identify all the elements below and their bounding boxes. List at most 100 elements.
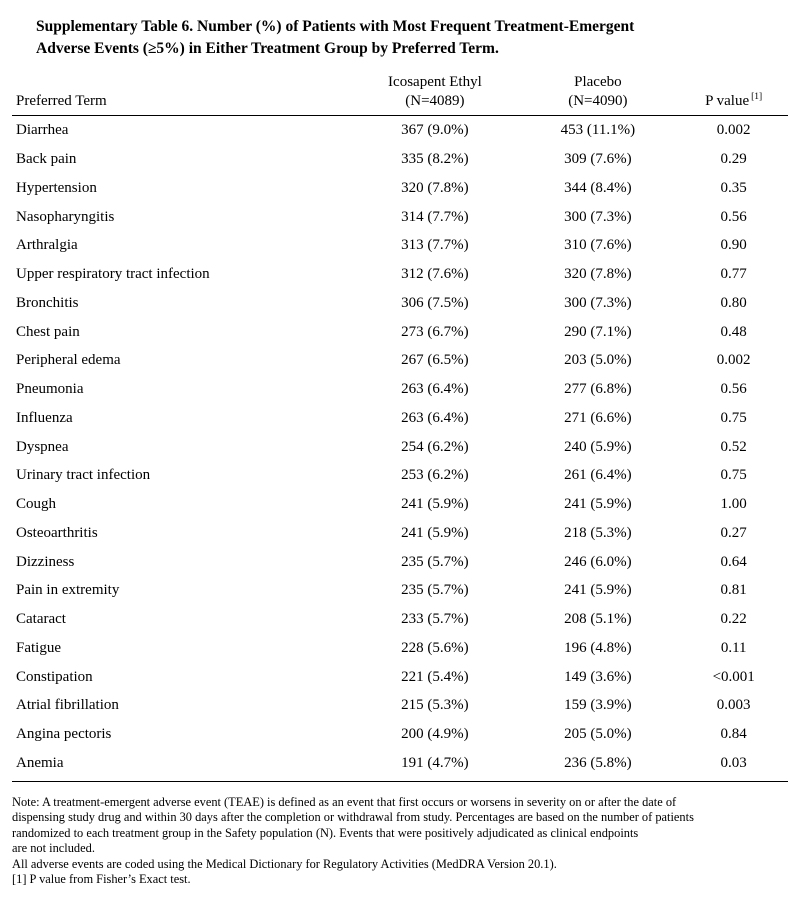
table-row: Nasopharyngitis 314 (7.7%) 300 (7.3%) 0.… (12, 203, 788, 232)
preferred-term-cell: Influenza (16, 409, 73, 426)
placebo-value-cell: 236 (5.8%) (516, 748, 680, 782)
col-header-placebo: Placebo (N=4090) (516, 71, 679, 116)
preferred-term-cell: Angina pectoris (16, 726, 112, 743)
p-value-cell: 0.56 (720, 208, 747, 225)
col-header-preferred-term: Preferred Term (16, 92, 107, 109)
p-value-cell: 0.84 (720, 726, 747, 743)
table-row: Arthralgia 313 (7.7%) 310 (7.6%) 0.90 (12, 231, 788, 260)
icosapent-value-cell: 263 (6.4%) (401, 409, 469, 426)
table-row: Hypertension 320 (7.8%) 344 (8.4%) 0.35 (12, 174, 788, 203)
placebo-value-cell: 320 (7.8%) (564, 266, 632, 283)
table-title-line2: Adverse Events (≥5%) in Either Treatment… (36, 40, 499, 58)
col-header-pvalue-label: P value (705, 92, 750, 109)
icosapent-value-cell: 191 (4.7%) (353, 748, 517, 782)
p-value-cell: 0.002 (716, 122, 751, 139)
col-header-placebo-line2: (N=4090) (568, 92, 628, 109)
preferred-term-cell: Chest pain (16, 323, 80, 340)
placebo-value-cell: 208 (5.1%) (564, 611, 632, 628)
p-value-cell: 0.48 (720, 323, 747, 340)
preferred-term-cell: Pneumonia (16, 381, 84, 398)
p-value-cell: 0.80 (720, 294, 747, 311)
p-value-cell: 0.35 (720, 179, 747, 196)
preferred-term-cell: Cataract (16, 611, 66, 628)
icosapent-value-cell: 312 (7.6%) (401, 266, 469, 283)
col-header-placebo-line1: Placebo (574, 73, 622, 90)
table-row: Fatigue 228 (5.6%) 196 (4.8%) 0.11 (12, 634, 788, 663)
placebo-value-cell: 240 (5.9%) (564, 438, 632, 455)
icosapent-value-cell: 241 (5.9%) (401, 496, 469, 513)
table-row: Cataract 233 (5.7%) 208 (5.1%) 0.22 (12, 605, 788, 634)
table-row: Angina pectoris 200 (4.9%) 205 (5.0%) 0.… (12, 720, 788, 749)
table-row: Osteoarthritis 241 (5.9%) 218 (5.3%) 0.2… (12, 519, 788, 548)
table-row: Peripheral edema 267 (6.5%) 203 (5.0%) 0… (12, 346, 788, 375)
table-title-line1: Supplementary Table 6. Number (%) of Pat… (36, 18, 635, 35)
placebo-value-cell: 310 (7.6%) (564, 237, 632, 254)
p-value-cell: 1.00 (720, 496, 747, 513)
table-row: Bronchitis 306 (7.5%) 300 (7.3%) 0.80 (12, 289, 788, 318)
icosapent-value-cell: 253 (6.2%) (401, 467, 469, 484)
icosapent-value-cell: 313 (7.7%) (401, 237, 469, 254)
table-row: Cough 241 (5.9%) 241 (5.9%) 1.00 (12, 490, 788, 519)
p-value-cell: 0.75 (720, 467, 747, 484)
placebo-value-cell: 344 (8.4%) (564, 179, 632, 196)
preferred-term-cell: Upper respiratory tract infection (16, 266, 210, 283)
placebo-value-cell: 300 (7.3%) (564, 294, 632, 311)
icosapent-value-cell: 263 (6.4%) (401, 381, 469, 398)
placebo-value-cell: 261 (6.4%) (564, 467, 632, 484)
preferred-term-cell: Dyspnea (16, 438, 69, 455)
col-header-icosapent: Icosapent Ethyl (N=4089) (353, 71, 516, 116)
icosapent-value-cell: 367 (9.0%) (401, 122, 469, 139)
preferred-term-cell: Cough (16, 496, 57, 513)
table-row: Back pain 335 (8.2%) 309 (7.6%) 0.29 (12, 145, 788, 174)
icosapent-value-cell: 215 (5.3%) (401, 697, 469, 714)
icosapent-value-cell: 228 (5.6%) (401, 639, 469, 656)
table-notes: Note: A treatment-emergent adverse event… (12, 795, 788, 888)
col-header-pvalue: P value [1] (679, 71, 788, 116)
table-title: Supplementary Table 6. Number (%) of Pat… (36, 16, 788, 61)
placebo-value-cell: 246 (6.0%) (564, 553, 632, 570)
table-row: Dyspnea 254 (6.2%) 240 (5.9%) 0.52 (12, 433, 788, 462)
preferred-term-cell: Atrial fibrillation (16, 697, 119, 714)
placebo-value-cell: 205 (5.0%) (564, 726, 632, 743)
placebo-value-cell: 241 (5.9%) (564, 496, 632, 513)
placebo-value-cell: 271 (6.6%) (564, 409, 632, 426)
adverse-events-table: Preferred Term Icosapent Ethyl (N=4089) … (12, 71, 788, 782)
preferred-term-cell: Arthralgia (16, 237, 78, 254)
placebo-value-cell: 277 (6.8%) (564, 381, 632, 398)
p-value-cell: 0.29 (720, 151, 747, 168)
icosapent-value-cell: 235 (5.7%) (401, 553, 469, 570)
table-row: Urinary tract infection 253 (6.2%) 261 (… (12, 461, 788, 490)
placebo-value-cell: 149 (3.6%) (564, 668, 632, 685)
placebo-value-cell: 241 (5.9%) (564, 582, 632, 599)
p-value-cell: 0.11 (720, 639, 747, 656)
placebo-value-cell: 290 (7.1%) (564, 323, 632, 340)
table-row: Pneumonia 263 (6.4%) 277 (6.8%) 0.56 (12, 375, 788, 404)
note-line: All adverse events are coded using the M… (12, 856, 557, 871)
table-row: Influenza 263 (6.4%) 271 (6.6%) 0.75 (12, 404, 788, 433)
preferred-term-cell: Bronchitis (16, 294, 79, 311)
icosapent-value-cell: 221 (5.4%) (401, 668, 469, 685)
preferred-term-cell: Fatigue (16, 639, 61, 656)
table-row: Anemia 191 (4.7%) 236 (5.8%) 0.03 (12, 748, 788, 782)
placebo-value-cell: 218 (5.3%) (564, 524, 632, 541)
preferred-term-cell: Back pain (16, 151, 77, 168)
p-value-cell: 0.03 (679, 748, 788, 782)
icosapent-value-cell: 273 (6.7%) (401, 323, 469, 340)
preferred-term-cell: Peripheral edema (16, 352, 121, 369)
icosapent-value-cell: 254 (6.2%) (401, 438, 469, 455)
p-value-cell: 0.77 (720, 266, 747, 283)
icosapent-value-cell: 320 (7.8%) (401, 179, 469, 196)
table-row: Diarrhea 367 (9.0%) 453 (11.1%) 0.002 (12, 116, 788, 145)
table-row: Upper respiratory tract infection 312 (7… (12, 260, 788, 289)
preferred-term-cell: Osteoarthritis (16, 524, 98, 541)
p-value-cell: 0.90 (720, 237, 747, 254)
p-value-cell: 0.52 (720, 438, 747, 455)
preferred-term-cell: Constipation (16, 668, 93, 685)
note-line: are not included. (12, 841, 95, 856)
preferred-term-cell: Hypertension (16, 179, 97, 196)
placebo-value-cell: 453 (11.1%) (560, 122, 636, 139)
preferred-term-cell: Diarrhea (16, 122, 69, 139)
placebo-value-cell: 196 (4.8%) (564, 639, 632, 656)
table-row: Constipation 221 (5.4%) 149 (3.6%) <0.00… (12, 663, 788, 692)
note-line: randomized to each treatment group in th… (12, 825, 639, 840)
